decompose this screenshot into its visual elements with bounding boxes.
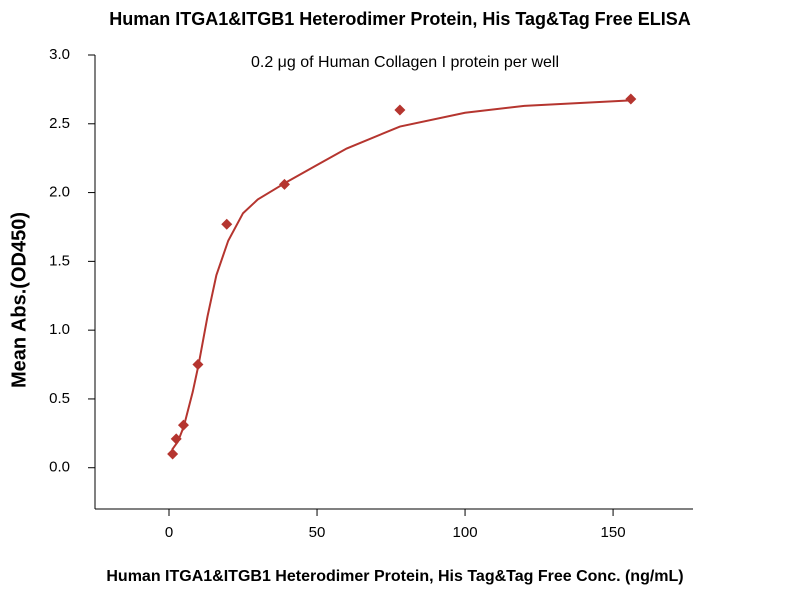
data-point bbox=[170, 433, 182, 445]
data-point bbox=[394, 104, 406, 116]
x-tick-label: 50 bbox=[309, 524, 326, 541]
y-tick-label: 3.0 bbox=[49, 46, 70, 63]
data-point bbox=[167, 448, 179, 460]
data-point bbox=[278, 178, 290, 190]
y-tick-label: 2.0 bbox=[49, 184, 70, 201]
data-point bbox=[221, 218, 233, 230]
y-tick-label: 0.0 bbox=[49, 459, 70, 476]
data-point bbox=[625, 93, 637, 105]
x-tick-label: 100 bbox=[453, 524, 478, 541]
chart-subtitle: 0.2 μg of Human Collagen I protein per w… bbox=[251, 54, 559, 71]
chart-title: Human ITGA1&ITGB1 Heterodimer Protein, H… bbox=[109, 9, 690, 29]
y-tick-label: 1.5 bbox=[49, 252, 70, 269]
y-tick-label: 0.5 bbox=[49, 390, 70, 407]
x-axis-label: Human ITGA1&ITGB1 Heterodimer Protein, H… bbox=[106, 568, 683, 585]
y-axis-label: Mean Abs.(OD450) bbox=[8, 212, 30, 388]
data-point bbox=[177, 419, 189, 431]
y-tick-label: 2.5 bbox=[49, 115, 70, 132]
fit-curve bbox=[171, 99, 631, 451]
x-tick-label: 150 bbox=[601, 524, 626, 541]
y-tick-label: 1.0 bbox=[49, 321, 70, 338]
x-tick-label: 0 bbox=[165, 524, 173, 541]
data-point bbox=[192, 359, 204, 371]
